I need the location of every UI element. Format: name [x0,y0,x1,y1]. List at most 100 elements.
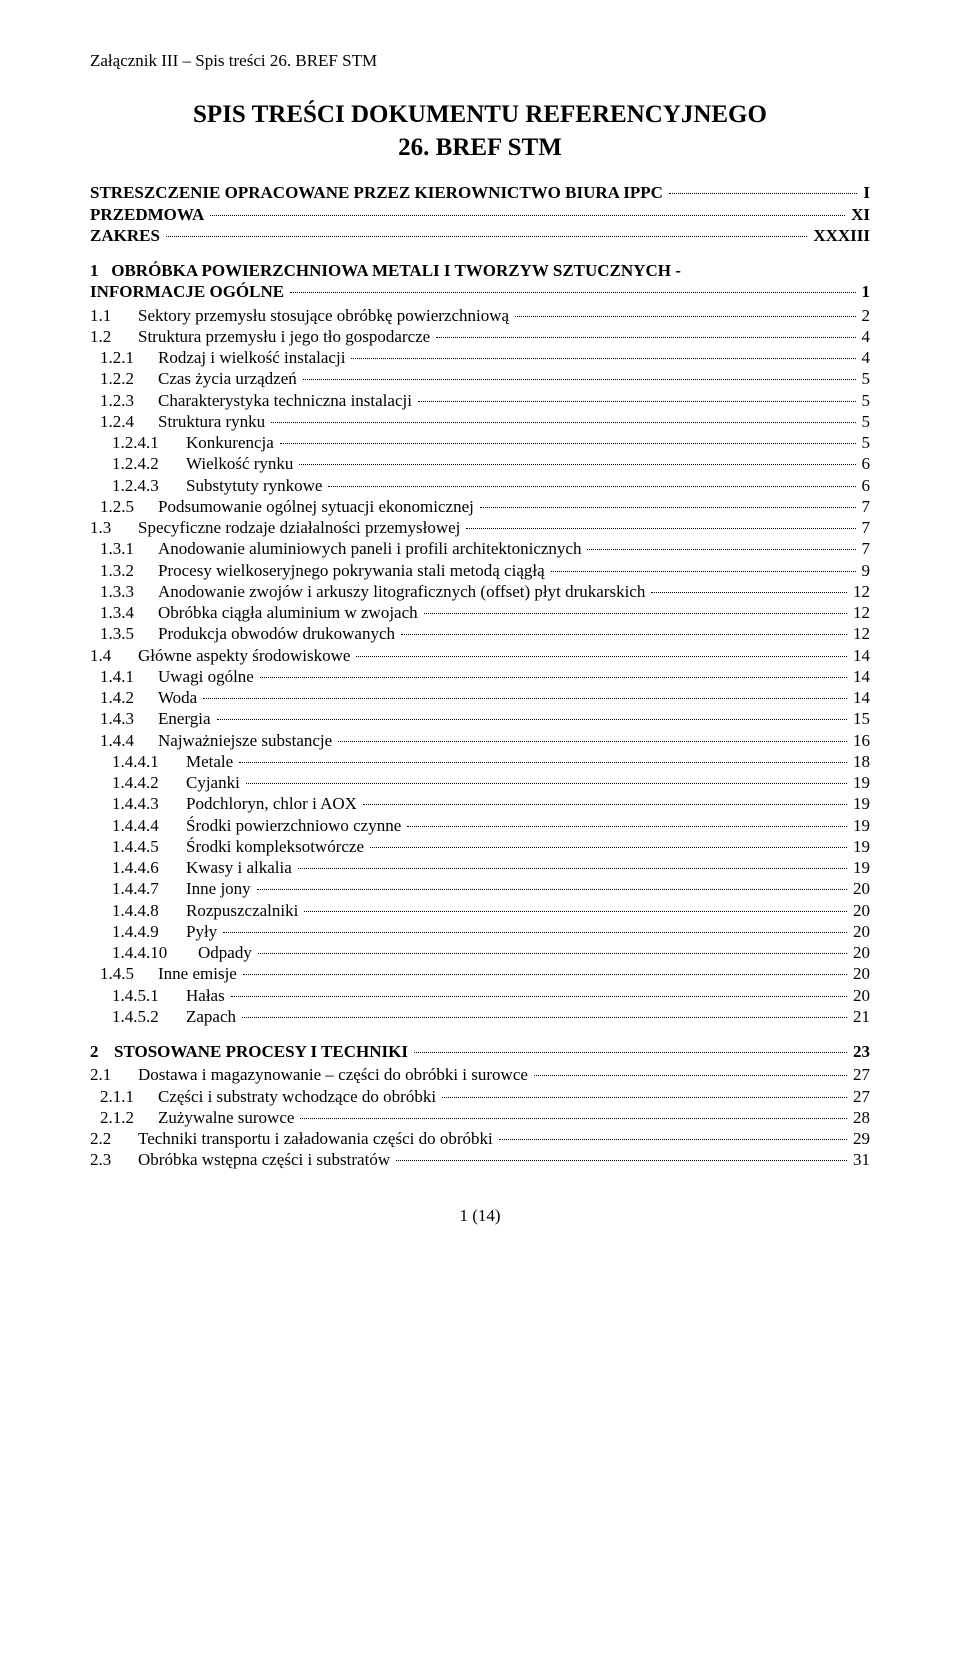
toc-entry: 1.3Specyficzne rodzaje działalności prze… [90,517,870,538]
toc-entry-number: 1.4.4.7 [112,878,186,899]
toc-entry: 1.4.4.3Podchloryn, chlor i AOX19 [90,793,870,814]
toc-entry-number: 1.3.2 [100,560,158,581]
toc-entry-page: 16 [849,730,870,751]
chapter-1-num: 1 [90,261,99,280]
toc-entry-number: 2.3 [90,1149,138,1170]
toc-entry-title: Najważniejsze substancje [158,730,336,751]
toc-entry: 1.2.4.2Wielkość rynku6 [90,453,870,474]
toc-entry-title: Pyły [186,921,221,942]
leader-dots [328,486,855,487]
leader-dots [242,1017,847,1018]
toc-entry-page: 19 [849,857,870,878]
toc-entry-number: 1.4.5.1 [112,985,186,1006]
toc-entry: 2.1.2Zużywalne surowce28 [90,1107,870,1128]
toc-entry-number: 1.4.4.2 [112,772,186,793]
toc-entry-title: Środki powierzchniowo czynne [186,815,405,836]
toc-entry: 1.3.4Obróbka ciągła aluminium w zwojach1… [90,602,870,623]
toc-entry-number: 1.3 [90,517,138,538]
toc-entry-title: Główne aspekty środowiskowe [138,645,354,666]
toc-entry: 1.2.4Struktura rynku 5 [90,411,870,432]
toc-entry-number: 2.1 [90,1064,138,1085]
toc-entry-title: Obróbka wstępna części i substratów [138,1149,394,1170]
toc-entry: 1.4Główne aspekty środowiskowe14 [90,645,870,666]
toc-entry-page: 20 [849,878,870,899]
pretext-row: PRZEDMOWA XI [90,204,870,225]
leader-dots [651,592,847,593]
toc-entry-number: 1.4.4 [100,730,158,751]
toc-entry-page: 12 [849,602,870,623]
toc-entry-number: 1.2.4 [100,411,158,432]
toc-entry: 1.4.4.7Inne jony 20 [90,878,870,899]
toc-entry-page: 14 [849,687,870,708]
toc-entry-title: Specyficzne rodzaje działalności przemys… [138,517,464,538]
leader-dots [231,996,847,997]
toc-entry-title: Anodowanie aluminiowych paneli i profili… [158,538,585,559]
toc-entry-number: 1.2.4.1 [112,432,186,453]
toc-entry-page: 7 [858,538,871,559]
toc-entry-number: 1.4.4.4 [112,815,186,836]
leader-dots [551,571,856,572]
leader-dots [351,358,855,359]
chapter-1-page: 1 [858,281,871,302]
leader-dots [401,634,847,635]
toc-entry: 1.2.2Czas życia urządzeń5 [90,368,870,389]
toc-entry-page: 21 [849,1006,870,1027]
leader-dots [304,911,847,912]
toc-entry-number: 1.4.4.10 [112,942,198,963]
toc-entry: 1.4.4.2Cyjanki19 [90,772,870,793]
toc-entry-page: 20 [849,900,870,921]
toc-entry-number: 1.4 [90,645,138,666]
toc-entry: 2.2Techniki transportu i załadowania czę… [90,1128,870,1149]
toc-entry-title: Wielkość rynku [186,453,297,474]
leader-dots [271,422,855,423]
toc-entry: 1.4.4.8Rozpuszczalniki20 [90,900,870,921]
toc-entry-number: 1.4.2 [100,687,158,708]
toc-entry: 1.2.4.1Konkurencja5 [90,432,870,453]
toc-entry-page: 5 [858,411,871,432]
toc-entry-page: 20 [849,985,870,1006]
toc-entry-page: 14 [849,666,870,687]
toc-entry-number: 1.2.2 [100,368,158,389]
toc-entry-title: Substytuty rynkowe [186,475,326,496]
leader-dots [436,337,855,338]
toc-entry-title: Struktura rynku [158,411,269,432]
toc-entry-title: Anodowanie zwojów i arkuszy litograficzn… [158,581,649,602]
toc-entry-title: Woda [158,687,201,708]
chapter-2-page: 23 [849,1041,870,1062]
toc-entry-number: 2.2 [90,1128,138,1149]
toc-entry-page: 28 [849,1107,870,1128]
toc-entry-title: Rodzaj i wielkość instalacji [158,347,349,368]
toc-chapter-1: 1.1Sektory przemysłu stosujące obróbkę p… [90,305,870,1028]
toc-entry: 2.3Obróbka wstępna części i substratów31 [90,1149,870,1170]
pretext-page: XXXIII [809,225,870,246]
toc-entry-number: 1.3.5 [100,623,158,644]
toc-entry-number: 1.4.4.1 [112,751,186,772]
toc-entry-title: Inne jony [186,878,255,899]
toc-entry: 1.3.1Anodowanie aluminiowych paneli i pr… [90,538,870,559]
toc-entry-title: Podsumowanie ogólnej sytuacji ekonomiczn… [158,496,478,517]
toc-entry: 1.4.4.9Pyły20 [90,921,870,942]
toc-entry-page: 9 [858,560,871,581]
leader-dots [587,549,855,550]
leader-dots [299,464,855,465]
toc-entry-title: Zapach [186,1006,240,1027]
toc-entry: 1.4.4.5Środki kompleksotwórcze19 [90,836,870,857]
toc-entry: 1.4.2Woda 14 [90,687,870,708]
leader-dots [223,932,847,933]
toc-entry-title: Procesy wielkoseryjnego pokrywania stali… [158,560,549,581]
title-line-1: SPIS TREŚCI DOKUMENTU REFERENCYJNEGO [90,99,870,132]
pretext-page: I [859,182,870,203]
toc-entry-number: 1.2.3 [100,390,158,411]
toc-entry-number: 1.4.4.3 [112,793,186,814]
leader-dots [257,889,847,890]
toc-entry: 1.1Sektory przemysłu stosujące obróbkę p… [90,305,870,326]
toc-entry: 1.4.1Uwagi ogólne14 [90,666,870,687]
toc-entry: 1.4.4Najważniejsze substancje 16 [90,730,870,751]
leader-dots [258,953,847,954]
leader-dots [424,613,847,614]
leader-dots [418,401,856,402]
toc-entry: 1.3.2Procesy wielkoseryjnego pokrywania … [90,560,870,581]
toc-entry-title: Produkcja obwodów drukowanych [158,623,399,644]
toc-entry: 1.3.3Anodowanie zwojów i arkuszy litogra… [90,581,870,602]
toc-entry: 1.4.5.1Hałas20 [90,985,870,1006]
